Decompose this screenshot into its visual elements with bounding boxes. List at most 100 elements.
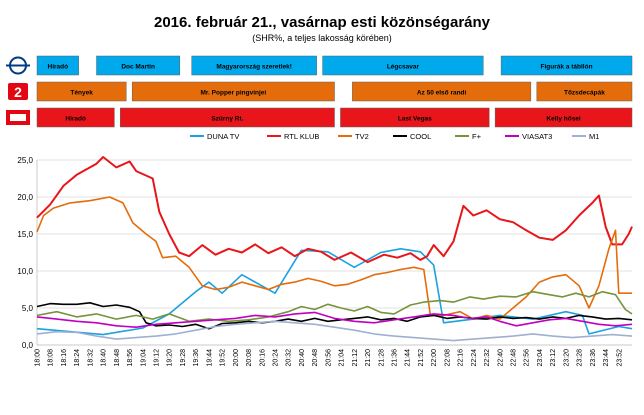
series-line-duna-tv — [36, 248, 633, 336]
y-tick-label: 25,0 — [17, 156, 33, 165]
program-segment-label: Szürny Rt. — [211, 116, 243, 123]
program-segment — [36, 55, 79, 76]
x-tick-label: 19:04 — [140, 349, 147, 367]
program-segment-label: Tények — [70, 90, 93, 97]
x-tick-label: 18:56 — [127, 349, 134, 367]
legend: DUNA TV RTL KLUB TV2 COOL F+ VIASAT3 M1 — [190, 132, 599, 141]
program-segment — [494, 107, 633, 128]
program-segment — [36, 81, 127, 102]
y-tick-label: 5,0 — [22, 304, 34, 313]
x-tick-label: 18:48 — [114, 349, 121, 367]
x-tick-label: 19:36 — [193, 349, 200, 367]
x-tick-label: 22:40 — [497, 349, 504, 367]
program-segment — [120, 107, 335, 128]
x-tick-label: 23:28 — [577, 349, 584, 367]
program-segment-label: Magyarország szeretlek! — [216, 64, 292, 71]
program-segment — [36, 107, 115, 128]
program-segment — [536, 81, 633, 102]
x-tick-label: 22:32 — [484, 349, 491, 367]
x-tick-label: 18:24 — [74, 349, 81, 367]
x-tick-label: 20:32 — [286, 349, 293, 367]
program-segment — [96, 55, 181, 76]
program-segment — [191, 55, 317, 76]
legend-item: COOL — [410, 132, 431, 141]
x-tick-label: 20:40 — [299, 349, 306, 367]
x-tick-label: 22:48 — [511, 349, 518, 367]
program-segment — [322, 55, 484, 76]
x-tick-label: 19:28 — [180, 349, 187, 367]
program-segment-label: Az 50 első randi — [417, 90, 467, 97]
y-tick-label: 20,0 — [17, 193, 33, 202]
program-segment-label: Tőzsdecápák — [564, 90, 605, 97]
program-segment-label: Figurák a tábllón — [541, 64, 593, 71]
x-tick-label: 23:52 — [616, 349, 623, 367]
program-segment-label: Híradó — [65, 116, 86, 123]
x-tick-label: 21:52 — [418, 349, 425, 367]
program-segment-label: Légcsavar — [387, 64, 420, 71]
program-band-tv2: 2 Tények Mr. Popper pingvinjei Az 50 első r… — [8, 81, 633, 102]
series-line-rtl-klub — [36, 156, 633, 264]
x-tick-label: 21:44 — [405, 349, 412, 367]
x-tick-label: 19:20 — [167, 349, 174, 367]
legend-item: VIASAT3 — [522, 132, 552, 141]
program-segment-label: Last Vegas — [398, 116, 432, 123]
x-tick-label: 23:04 — [537, 349, 544, 367]
program-band-rtl: Híradó Szürny Rt. Last Vegas Kelly hősei — [6, 107, 633, 128]
x-tick-label: 18:08 — [48, 349, 55, 367]
program-segment — [352, 81, 532, 102]
y-tick-label: 15,0 — [17, 230, 33, 239]
x-tick-label: 21:12 — [352, 349, 359, 367]
program-segment-label: Híradó — [48, 64, 69, 71]
x-tick-label: 19:52 — [220, 349, 227, 367]
x-tick-label: 21:36 — [392, 349, 399, 367]
tv2-logo-icon — [8, 83, 28, 100]
x-tick-label: 20:24 — [273, 349, 280, 367]
legend-item: TV2 — [355, 132, 369, 141]
x-tick-label: 18:40 — [101, 349, 108, 367]
x-tick-label: 18:16 — [61, 349, 68, 367]
x-tick-label: 22:24 — [471, 349, 478, 367]
x-tick-label: 23:44 — [603, 349, 610, 367]
x-tick-label: 23:36 — [590, 349, 597, 367]
series-line-viasat3 — [36, 311, 633, 329]
program-segment-label: Kelly hősei — [546, 116, 581, 123]
x-tick-label: 22:08 — [444, 349, 451, 367]
x-tick-label: 19:44 — [206, 349, 213, 367]
legend-item: M1 — [589, 132, 599, 141]
x-tick-labels: 18:00 18:08 18:16 18:24 18:32 18:40 18:48 18:56… — [35, 349, 624, 367]
program-segment — [131, 81, 335, 102]
chart-title: 2016. február 21., vasárnap esti közönsé… — [154, 14, 490, 31]
x-tick-label: 21:28 — [378, 349, 385, 367]
x-tick-label: 18:00 — [35, 349, 42, 367]
series-line-cool — [36, 301, 633, 330]
x-tick-label: 22:16 — [458, 349, 465, 367]
program-segment-label: Doc Martin — [121, 64, 155, 71]
x-tick-label: 18:32 — [87, 349, 94, 367]
tv2-logo-glyph: 2 — [14, 84, 22, 100]
legend-item: F+ — [472, 132, 482, 141]
program-segment-label: Mr. Popper pingvinjei — [200, 90, 266, 97]
legend-item: DUNA TV — [207, 132, 239, 141]
x-tick-label: 20:16 — [259, 349, 266, 367]
rtl-logo-stripe-icon — [10, 114, 26, 121]
y-tick-label: 0,0 — [22, 341, 34, 350]
chart-subtitle: (SHR%, a teljes lakosság körében) — [252, 33, 392, 43]
x-tick-label: 19:12 — [154, 349, 161, 367]
y-tick-label: 10,0 — [17, 267, 33, 276]
series-line-tv2 — [36, 196, 632, 320]
x-tick-label: 21:20 — [365, 349, 372, 367]
x-tick-label: 20:48 — [312, 349, 319, 367]
x-tick-label: 20:56 — [325, 349, 332, 367]
x-tick-label: 23:20 — [563, 349, 570, 367]
series-lines — [36, 156, 633, 342]
x-tick-label: 22:56 — [524, 349, 531, 367]
x-tick-label: 23:12 — [550, 349, 557, 367]
program-band-duna: Híradó Doc Martin Magyarország szeretlek! L… — [6, 55, 633, 76]
series-line-f- — [36, 290, 633, 323]
x-tick-label: 22:00 — [431, 349, 438, 367]
legend-item: RTL KLUB — [284, 132, 319, 141]
x-tick-label: 21:04 — [339, 349, 346, 367]
x-tick-label: 20:00 — [233, 349, 240, 367]
series-line-m1 — [36, 320, 633, 342]
